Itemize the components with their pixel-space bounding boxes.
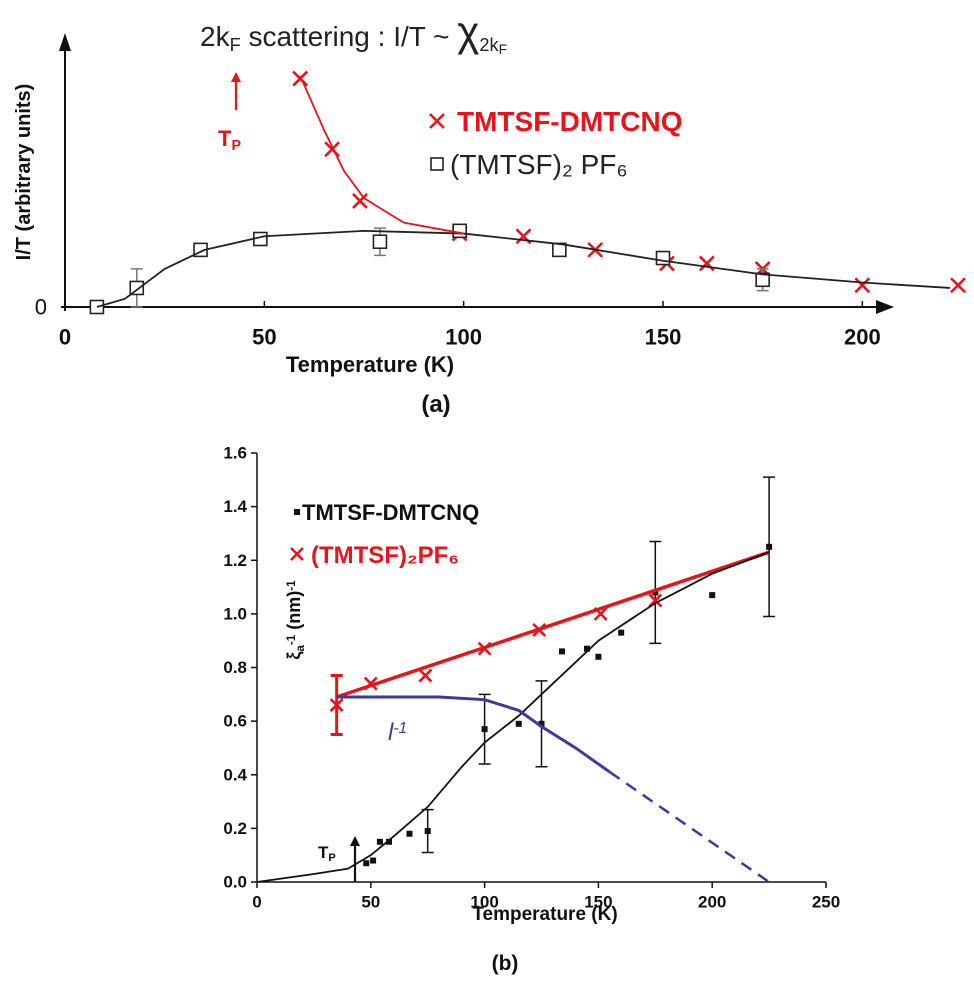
square-dot — [558, 648, 565, 655]
fit-curve — [256, 551, 770, 883]
square-dot — [538, 720, 545, 727]
text-part: (nm) — [284, 591, 304, 635]
annotation: TP — [218, 126, 241, 154]
y-tick-label: 0 — [35, 295, 47, 320]
square-dot — [370, 857, 377, 864]
square-marker — [430, 157, 444, 171]
square-dot — [424, 828, 431, 835]
annotation-arrowhead — [350, 836, 360, 846]
fit-curve — [609, 771, 770, 884]
annotation: l-1 — [388, 719, 407, 746]
y-tick-label: 1.2 — [223, 551, 247, 570]
square-marker — [452, 223, 467, 239]
text-part: T — [218, 126, 232, 151]
x-tick-label: 0 — [252, 893, 261, 912]
y-tick-label: 1.0 — [223, 604, 247, 623]
text-part: T — [318, 843, 329, 862]
y-tick-label: 1.4 — [223, 497, 247, 516]
text-part: -1 — [393, 720, 407, 737]
x-marker — [329, 698, 344, 712]
x-marker — [352, 193, 368, 209]
x-tick-label: 200 — [844, 325, 881, 350]
text-part: 2k — [479, 35, 499, 55]
text-part: F — [230, 35, 241, 55]
x-marker — [854, 277, 871, 294]
square-dot — [584, 645, 591, 652]
text-part: F — [499, 41, 508, 57]
x-axis-arrow — [876, 300, 894, 314]
x-marker — [292, 70, 309, 87]
fit-curve — [96, 229, 951, 308]
text-part: P — [328, 852, 335, 864]
x-axis-label: Temperature (K) — [472, 904, 617, 925]
caption: (a) — [421, 391, 450, 418]
y-tick-label: 1.6 — [223, 444, 247, 463]
text-part: P — [231, 138, 241, 154]
y-tick-label: 0.6 — [223, 712, 247, 731]
x-marker — [429, 113, 445, 129]
text-part: a — [294, 645, 307, 652]
x-tick-label: 200 — [698, 893, 726, 912]
y-axis-label: I/T (arbitrary units) — [13, 84, 35, 261]
chart-title: 2kF scattering : I/T ~ χ2kF — [200, 8, 507, 57]
fit-curve — [336, 550, 770, 699]
square-dot — [618, 629, 625, 636]
square-dot — [363, 860, 370, 867]
text-part: ~ — [425, 21, 457, 52]
x-tick-label: 100 — [445, 325, 482, 350]
square-dot — [595, 653, 602, 660]
square-marker — [655, 250, 671, 266]
x-marker — [324, 141, 341, 158]
x-tick-label: 100 — [470, 893, 498, 912]
y-axis-arrow — [59, 33, 71, 51]
square-dot — [294, 509, 300, 515]
x-marker — [290, 547, 304, 561]
x-marker — [648, 593, 663, 608]
legend-label: TMTSF-DMTCNQ — [457, 106, 683, 137]
square-dot — [376, 838, 383, 845]
text-part: l — [388, 719, 394, 746]
fit-curve — [299, 75, 464, 235]
text-part: I/T — [393, 21, 426, 52]
text-part: -1 — [285, 580, 298, 591]
square-dot — [386, 838, 393, 845]
text-part: ξ — [284, 652, 305, 660]
square-dot — [481, 726, 488, 733]
y-tick-label: 0.0 — [223, 873, 247, 892]
text-part: -1 — [285, 634, 298, 645]
x-marker — [698, 255, 715, 272]
x-axis-label: Temperature (K) — [286, 352, 454, 377]
x-tick-label: 0 — [59, 325, 71, 350]
legend-label: (TMTSF)₂ PF₆ — [450, 149, 628, 180]
x-tick-label: 250 — [812, 893, 840, 912]
y-tick-label: 0.2 — [223, 819, 247, 838]
square-dot — [406, 830, 413, 837]
caption: (b) — [492, 952, 519, 975]
text-part: χ — [457, 8, 479, 55]
x-tick-label: 50 — [361, 893, 380, 912]
square-dot — [652, 589, 659, 596]
text-part: 2k — [200, 21, 231, 52]
square-dot — [709, 592, 716, 599]
square-marker — [755, 272, 770, 288]
square-dot — [766, 543, 773, 550]
text-part: scattering : — [241, 21, 394, 52]
square-dot — [515, 720, 522, 727]
x-tick-label: 150 — [584, 893, 612, 912]
legend-label: TMTSF-DMTCNQ — [302, 500, 479, 525]
x-marker — [950, 277, 966, 294]
square-marker — [372, 234, 388, 250]
y-tick-label: 0.4 — [223, 765, 247, 784]
y-tick-label: 0.8 — [223, 658, 247, 677]
fit-curve — [336, 695, 611, 774]
legend-label: (TMTSF)₂PF₆ — [311, 542, 459, 569]
y-axis-label: ξa-1 (nm)-1 — [284, 580, 307, 660]
annotation-arrowhead — [231, 72, 241, 82]
x-tick-label: 50 — [252, 325, 276, 350]
annotation: TP — [318, 843, 336, 864]
x-tick-label: 150 — [645, 325, 682, 350]
x-marker — [418, 668, 433, 683]
